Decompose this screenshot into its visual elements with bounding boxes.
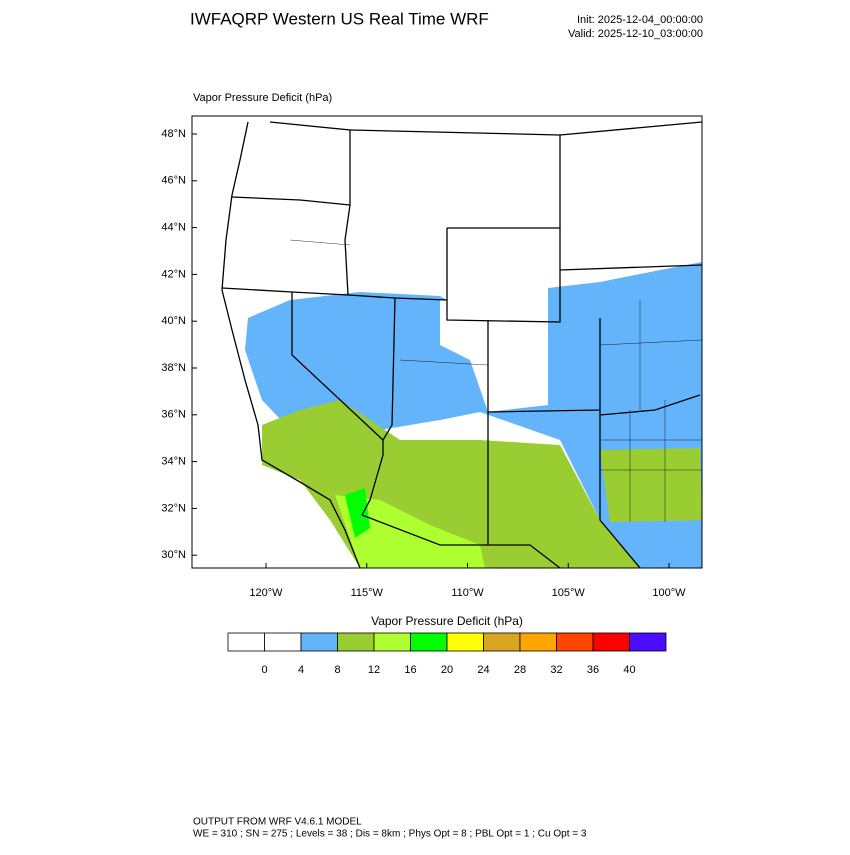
state-border <box>291 292 384 516</box>
lat-label: 42°N <box>161 268 186 280</box>
lat-label: 30°N <box>161 549 186 561</box>
colorbar-box <box>446 632 484 652</box>
state-border <box>559 264 702 271</box>
vpd-region-brightgreen <box>345 488 370 538</box>
colorbar-label: 8 <box>334 664 340 676</box>
colorbar-box <box>227 632 265 652</box>
state-border <box>269 121 351 296</box>
colorbar-label: 32 <box>550 664 562 676</box>
lat-label: 48°N <box>161 128 186 140</box>
colorbar-label: 24 <box>477 664 489 676</box>
lat-label: 38°N <box>161 362 186 374</box>
mexico-border <box>361 514 561 568</box>
colorbar-label: 28 <box>514 664 526 676</box>
colorbar-box <box>483 632 521 652</box>
state-border <box>221 287 448 301</box>
colorbar-label: 4 <box>298 664 304 676</box>
colorbar-box <box>556 632 594 652</box>
state-border <box>599 410 641 568</box>
lon-label: 105°W <box>552 587 586 599</box>
vpd-region-blue <box>245 262 702 568</box>
map-frame <box>191 115 703 569</box>
vpd-region-white <box>440 300 548 412</box>
footer-line: OUTPUT FROM WRF V4.6.1 MODEL <box>193 817 362 828</box>
vpd-region-lightgreen <box>335 495 485 568</box>
lat-label: 40°N <box>161 315 186 327</box>
colorbar-label: 36 <box>587 664 599 676</box>
vpd-region-green-tx <box>600 448 702 522</box>
lon-label: 110°W <box>451 587 484 599</box>
colorbar-box <box>592 632 630 652</box>
colorbar-title: Vapor Pressure Deficit (hPa) <box>371 614 523 628</box>
lat-label: 44°N <box>161 222 186 234</box>
map <box>191 115 703 569</box>
colorbar-label: 16 <box>404 664 416 676</box>
init-time: Init: 2025-12-04_00:00:00 <box>577 14 703 26</box>
county-line <box>399 359 489 366</box>
colorbar-box <box>410 632 448 652</box>
colorbar-box <box>264 632 302 652</box>
lat-label: 36°N <box>161 409 186 421</box>
colorbar-label: 0 <box>261 664 267 676</box>
state-border <box>382 297 396 441</box>
colorbar-box <box>337 632 375 652</box>
state-border <box>231 196 351 206</box>
county-line <box>289 239 351 246</box>
colorbar-label: 12 <box>368 664 380 676</box>
field-label: Vapor Pressure Deficit (hPa) <box>193 92 332 104</box>
colorbar-label: 40 <box>623 664 635 676</box>
colorbar-box <box>519 632 557 652</box>
lat-label: 34°N <box>161 456 186 468</box>
title: IWFAQRP Western US Real Time WRF <box>190 9 489 28</box>
lon-label: 120°W <box>249 587 283 599</box>
colorbar-box <box>629 632 667 652</box>
lon-label: 100°W <box>652 587 686 599</box>
lat-label: 32°N <box>161 502 186 514</box>
state-border <box>446 227 561 323</box>
colorbar-label: 20 <box>441 664 453 676</box>
colorbar-box <box>373 632 411 652</box>
coastline <box>221 121 361 568</box>
colorbar-box <box>300 632 338 652</box>
lat-label: 46°N <box>161 175 186 187</box>
state-border <box>599 394 701 416</box>
valid-time: Valid: 2025-12-10_03:00:00 <box>568 28 703 40</box>
county-line <box>599 339 702 346</box>
lon-label: 115°W <box>351 587 384 599</box>
footer-line: WE = 310 ; SN = 275 ; Levels = 38 ; Dis … <box>193 829 587 840</box>
